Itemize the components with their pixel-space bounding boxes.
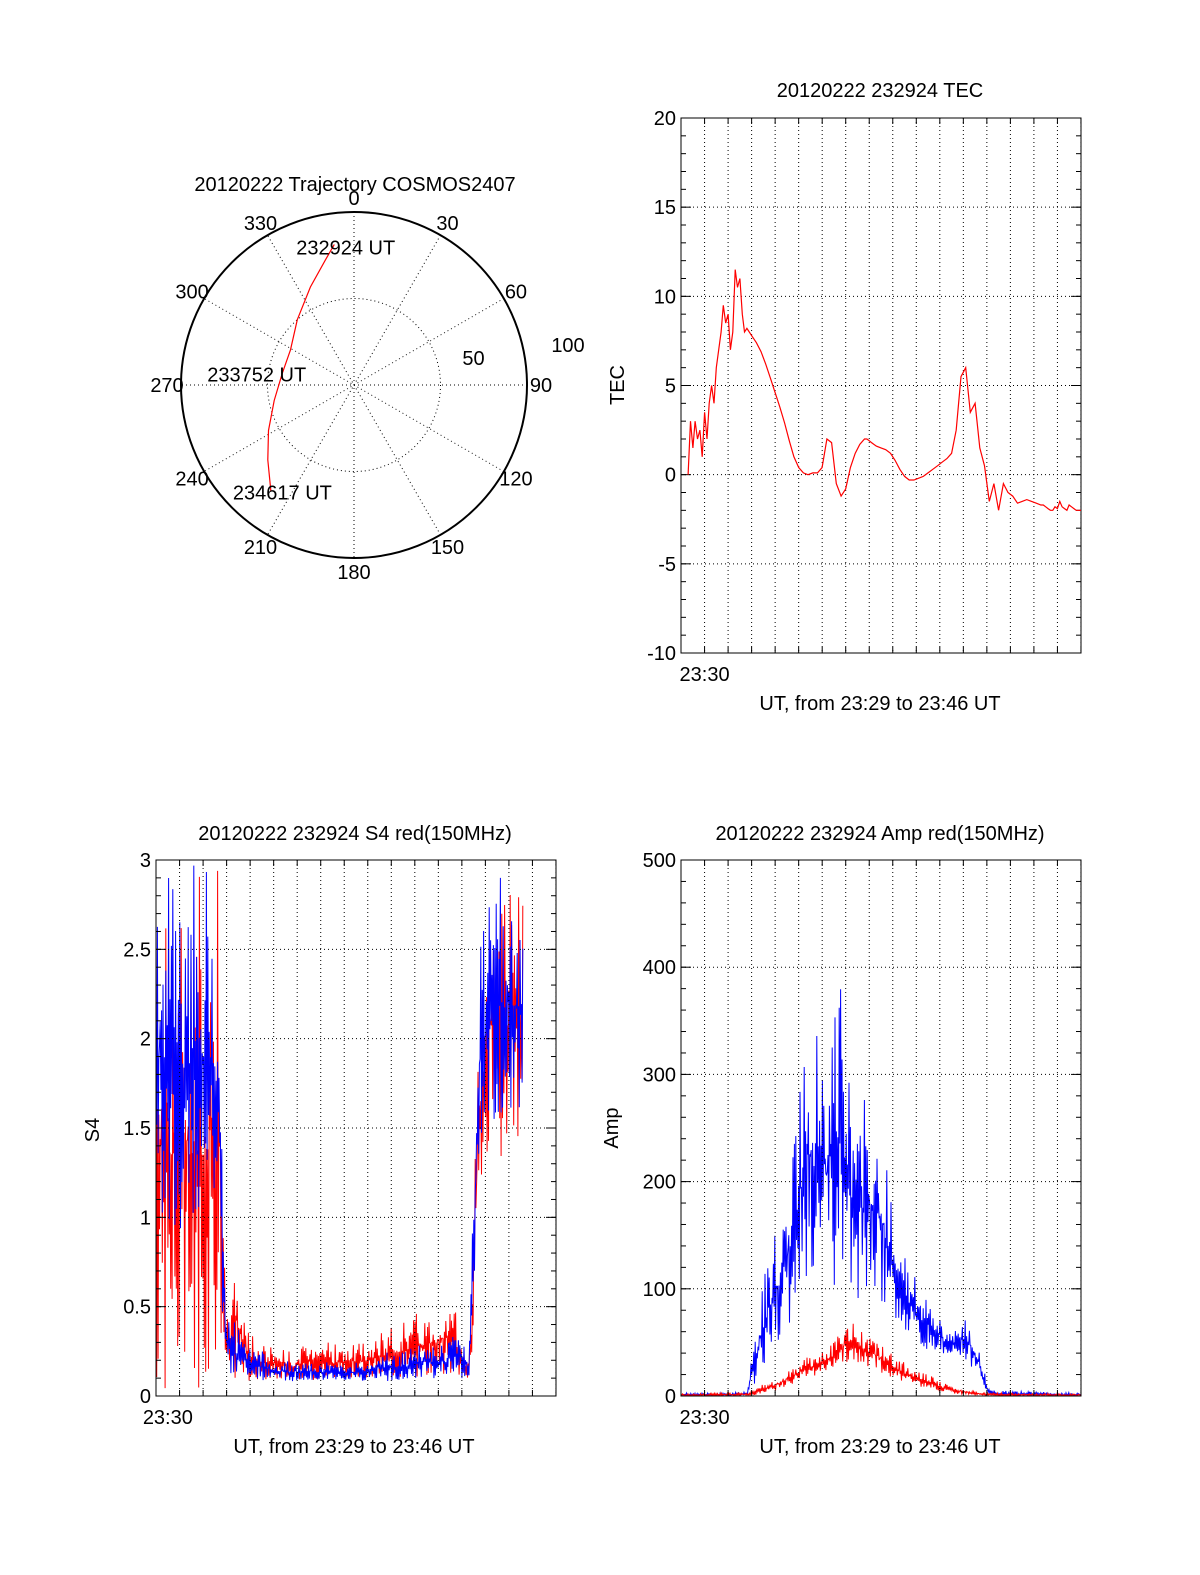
amp-series [681,989,1081,1396]
trajectory-time-label: 233752 UT [207,365,306,387]
tec-ylabel: TEC [607,365,629,405]
y-tick-label: 10 [654,286,676,308]
s4-series-blue [156,865,524,1382]
s4-xlabel: UT, from 23:29 to 23:46 UT [233,1436,474,1458]
amp-ylabel: Amp [601,1107,623,1148]
polar-radial-label: 100 [551,335,584,357]
y-tick-label: 200 [643,1172,676,1194]
polar-angle-label: 120 [499,469,532,491]
y-tick-label: -10 [647,643,676,665]
tec-series [687,269,1081,512]
y-tick-label: 0.5 [123,1297,151,1319]
tec-series-line [687,269,1081,512]
y-tick-label: 1 [140,1207,151,1229]
polar-angle-label: 150 [431,537,464,559]
y-tick-label: 2 [140,1029,151,1051]
polar-spoke [267,234,441,536]
s4-axes: 0 0.5 1 1.5 2 2.5 3 23:30 [123,850,557,1429]
polar-angle-label: 330 [244,213,277,235]
plot-frame [680,859,1082,1397]
polar-radial-labels: 50 100 [462,335,584,370]
tec-plot: 20120222 232924 TEC TEC UT, from 23:29 t… [607,80,1082,715]
y-tick-label: 20 [654,108,676,130]
polar-angle-label: 180 [337,562,370,584]
y-tick-label: 0 [665,1386,676,1408]
trajectory-title: 20120222 Trajectory COSMOS2407 [194,174,515,196]
amp-series-red [681,1323,1081,1396]
polar-angle-label: 30 [436,213,458,235]
y-tick-label: -5 [658,554,676,576]
s4-title: 20120222 232924 S4 red(150MHz) [198,823,512,845]
trajectory-plot: 20120222 Trajectory COSMOS2407 0 30 60 90 12… [150,174,584,584]
y-tick-label: 1.5 [123,1118,151,1140]
trajectory-track [267,244,335,492]
polar-angle-label: 270 [150,375,183,397]
y-tick-label: 15 [654,197,676,219]
tec-title: 20120222 232924 TEC [777,80,983,102]
y-tick-label: 500 [643,850,676,872]
polar-grid [180,211,528,559]
polar-angle-label: 300 [175,282,208,304]
tec-axes: -10 -5 0 5 10 15 20 23:30 [647,108,1082,686]
polar-radial-label: 50 [462,348,484,370]
y-tick-label: 5 [665,376,676,398]
polar-angle-labels: 0 30 60 90 120 150 180 210 240 270 300 330 [150,188,552,584]
trajectory-time-label: 232924 UT [296,238,395,260]
y-tick-label: 100 [643,1279,676,1301]
polar-angle-label: 90 [530,375,552,397]
x-tick-label: 23:30 [143,1407,193,1429]
amp-title: 20120222 232924 Amp red(150MHz) [715,823,1044,845]
s4-ylabel: S4 [82,1118,104,1142]
polar-angle-label: 0 [348,188,359,210]
s4-plot: 20120222 232924 S4 red(150MHz) S4 UT, fr… [82,823,557,1458]
amp-axes: 0 100 200 300 400 500 23:30 [643,850,1082,1429]
trajectory-annotations: 232924 UT 233752 UT 234617 UT [207,238,395,505]
y-tick-label: 400 [643,957,676,979]
y-tick-label: 3 [140,850,151,872]
y-tick-label: 0 [665,465,676,487]
polar-angle-label: 240 [175,469,208,491]
polar-angle-label: 210 [244,537,277,559]
trajectory-time-label: 234617 UT [233,482,332,504]
y-tick-label: 2.5 [123,939,151,961]
x-tick-label: 23:30 [680,1407,730,1429]
x-tick-label: 23:30 [680,664,730,686]
amp-xlabel: UT, from 23:29 to 23:46 UT [759,1436,1000,1458]
tec-xlabel: UT, from 23:29 to 23:46 UT [759,693,1000,715]
plot-frame [680,117,1082,654]
y-tick-label: 300 [643,1064,676,1086]
polar-angle-label: 60 [505,282,527,304]
amp-series-blue [681,989,1081,1396]
s4-series [156,865,524,1389]
s4-series-red [156,870,524,1389]
y-tick-label: 0 [140,1386,151,1408]
amp-plot: 20120222 232924 Amp red(150MHz) Amp UT, … [601,823,1082,1458]
plot-frame [155,859,557,1397]
polar-inner-circle [267,298,441,472]
